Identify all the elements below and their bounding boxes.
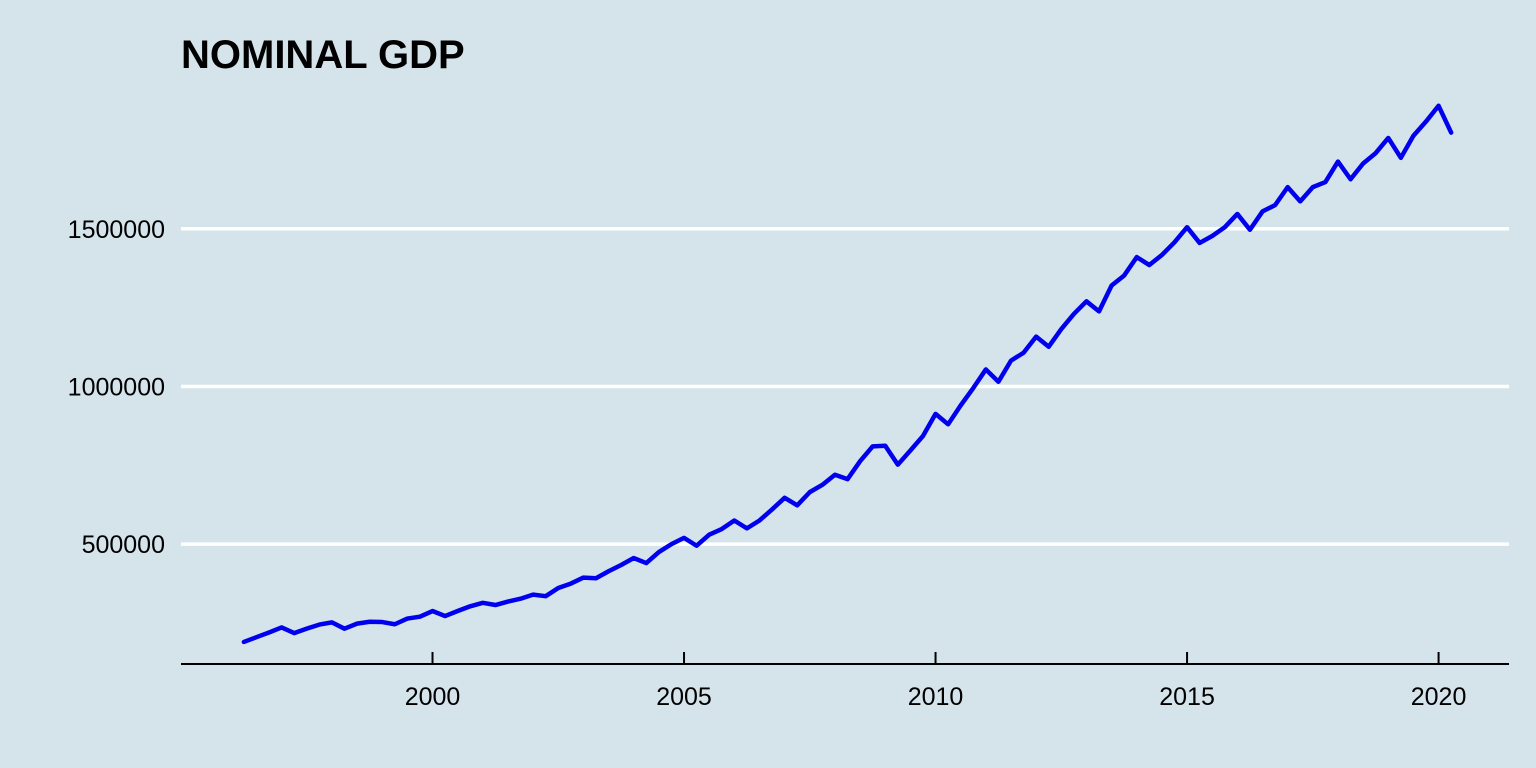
- gridlines: [181, 227, 1509, 546]
- x-tick-label: 2000: [405, 683, 461, 711]
- axes: [181, 652, 1509, 665]
- chart-title: NOMINAL GDP: [181, 33, 465, 77]
- x-tick-label: 2015: [1159, 683, 1215, 711]
- y-tick-label: 1000000: [68, 373, 165, 401]
- x-tick-label: 2020: [1411, 683, 1467, 711]
- y-tick-label: 1500000: [68, 216, 165, 244]
- x-tick-label: 2010: [908, 683, 964, 711]
- x-tick-label: 2005: [656, 683, 712, 711]
- y-tick-label: 500000: [82, 531, 165, 559]
- series-line: [241, 103, 1454, 645]
- tick-labels: 500000 1000000 1500000 2000 2005 2010 2015 2020: [68, 216, 1467, 711]
- series-layer: [241, 103, 1454, 645]
